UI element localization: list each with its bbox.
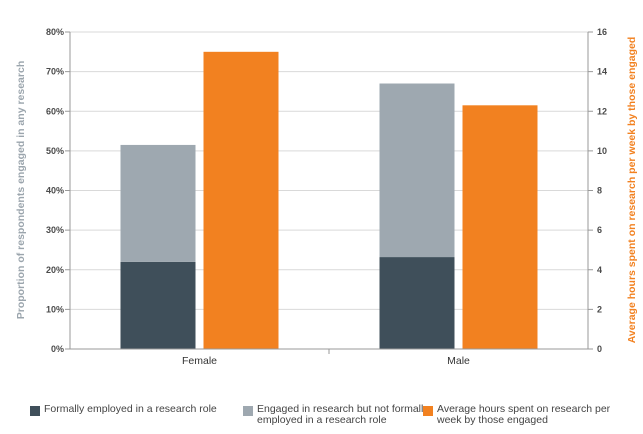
bar-formally-employed [379, 257, 455, 349]
legend-label-hours: Average hours spent on research per week… [437, 403, 611, 426]
left-tick-label: 80% [46, 27, 64, 37]
legend-swatch-hours [423, 406, 433, 416]
category-label: Male [447, 355, 470, 367]
right-tick-label: 8 [597, 186, 602, 196]
bar-average-hours [462, 105, 538, 350]
legend-label-formal: Formally employed in a research role [44, 403, 217, 415]
bars [120, 51, 538, 350]
bar-chart: 0% 10% 20% 30% 40% 50% 60% 70% 80% 0 2 4 6 8 10 12 14 16… [15, 27, 638, 367]
legend: Formally employed in a research role Eng… [30, 404, 640, 432]
left-tick-label: 10% [46, 304, 64, 314]
left-tick-label: 70% [46, 67, 64, 77]
right-axis-ticks: 0 2 4 6 8 10 12 14 16 [588, 27, 607, 354]
legend-item-engaged: Engaged in research but not formally emp… [243, 404, 443, 426]
right-tick-label: 14 [597, 67, 607, 77]
right-tick-label: 12 [597, 106, 607, 116]
legend-swatch-engaged [243, 406, 253, 416]
right-tick-label: 6 [597, 225, 602, 235]
right-tick-label: 4 [597, 265, 602, 275]
bar-average-hours [203, 51, 279, 349]
category-labels: Female Male [182, 355, 470, 367]
left-tick-label: 60% [46, 106, 64, 116]
left-tick-label: 0% [51, 344, 64, 354]
legend-item-hours: Average hours spent on research per week… [423, 404, 633, 426]
left-axis-label: Proportion of respondents engaged in any… [15, 61, 27, 319]
right-tick-label: 10 [597, 146, 607, 156]
legend-swatch-formal [30, 406, 40, 416]
category-label: Female [182, 355, 217, 367]
bar-formally-employed [120, 261, 196, 349]
left-tick-label: 20% [46, 265, 64, 275]
left-tick-label: 50% [46, 146, 64, 156]
right-tick-label: 0 [597, 344, 602, 354]
left-tick-label: 30% [46, 225, 64, 235]
bar-engaged-not-formal [120, 144, 196, 262]
left-axis-ticks: 0% 10% 20% 30% 40% 50% 60% 70% 80% [46, 27, 70, 354]
right-tick-label: 2 [597, 304, 602, 314]
bar-engaged-not-formal [379, 83, 455, 258]
legend-item-formal: Formally employed in a research role [30, 403, 240, 416]
right-axis-label: Average hours spent on research per week… [626, 37, 638, 344]
left-tick-label: 40% [46, 186, 64, 196]
legend-label-engaged: Engaged in research but not formally emp… [257, 403, 429, 426]
right-tick-label: 16 [597, 27, 607, 37]
